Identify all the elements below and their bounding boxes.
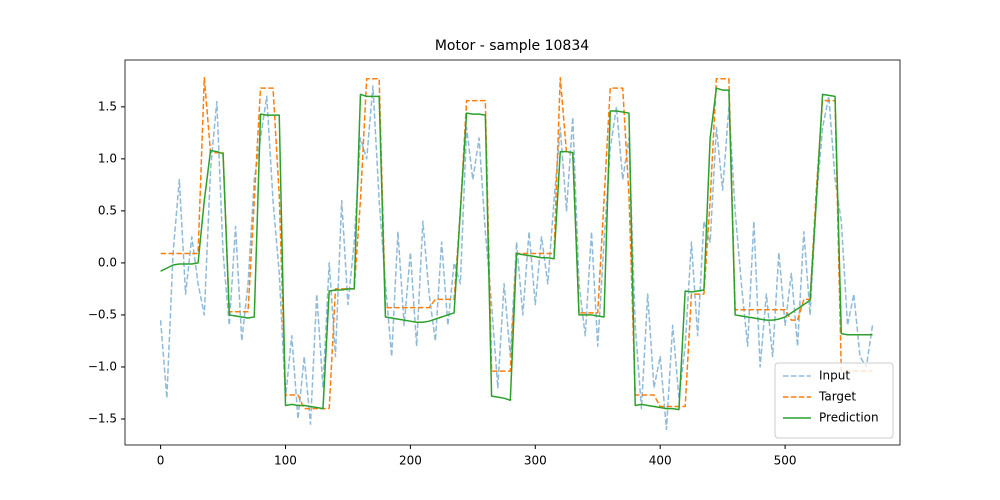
x-tick-label: 0 xyxy=(157,454,165,468)
legend-label: Target xyxy=(818,390,856,404)
y-tick-label: 1.5 xyxy=(98,99,117,113)
x-tick-label: 500 xyxy=(774,454,797,468)
y-tick-label: 0.5 xyxy=(98,203,117,217)
y-tick-label: 0.0 xyxy=(98,255,117,269)
legend-label: Prediction xyxy=(819,411,879,425)
legend-box xyxy=(774,362,894,439)
series-line xyxy=(159,85,874,431)
chart-title: Motor - sample 10834 xyxy=(435,38,589,54)
x-tick-label: 200 xyxy=(399,454,422,468)
y-tick-label: −1.5 xyxy=(88,411,117,425)
x-tick-label: 400 xyxy=(649,454,672,468)
legend-label: Input xyxy=(819,369,850,383)
plot-frame xyxy=(124,59,901,446)
y-tick-label: −1.0 xyxy=(88,359,117,373)
series-line xyxy=(160,87,873,411)
y-tick-label: 1.0 xyxy=(98,151,117,165)
x-tick-label: 100 xyxy=(274,454,297,468)
y-tick-label: −0.5 xyxy=(88,307,117,321)
x-tick-label: 300 xyxy=(524,454,547,468)
